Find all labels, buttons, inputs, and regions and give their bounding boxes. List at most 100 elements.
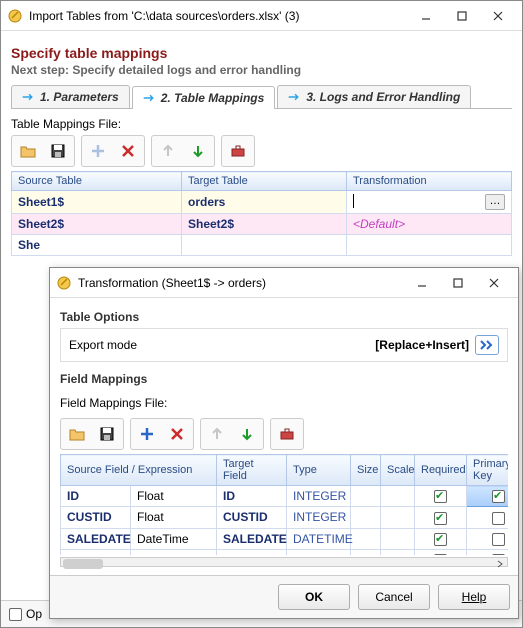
cell-src[interactable]: CUSTID (61, 507, 131, 528)
minimize-button[interactable] (408, 4, 444, 28)
options-checkbox[interactable] (9, 608, 22, 621)
col-type[interactable]: Type (287, 455, 351, 486)
move-down-button[interactable] (233, 421, 261, 447)
table-row[interactable]: She (12, 235, 512, 256)
table-row[interactable]: IDFloatIDINTEGER (61, 486, 509, 507)
cell-type[interactable]: INTEGER (287, 486, 351, 507)
cell-tgt[interactable]: TOTALSUM (217, 549, 287, 555)
col-primary-key[interactable]: Primary Key (467, 455, 509, 486)
tab-parameters[interactable]: 1. Parameters (11, 85, 130, 108)
cell-src[interactable]: ID (61, 486, 131, 507)
checkbox[interactable] (434, 554, 447, 555)
cell-scale[interactable] (381, 528, 415, 549)
cell-size[interactable] (351, 486, 381, 507)
open-file-button[interactable] (14, 138, 42, 164)
cell-tgt[interactable]: SALEDATE (217, 528, 287, 549)
cell-pk[interactable] (467, 549, 509, 555)
cell-pk[interactable] (467, 528, 509, 549)
checkbox[interactable] (492, 554, 505, 555)
cell-target[interactable] (182, 235, 347, 256)
table-row[interactable]: SALEDATEDateTimeSALEDATEDATETIME (61, 528, 509, 549)
scroll-right-icon[interactable] (493, 558, 507, 570)
cell-srctype[interactable]: Float (131, 549, 217, 555)
cell-type[interactable]: FLOAT (287, 549, 351, 555)
export-mode-more-button[interactable] (475, 335, 499, 355)
cell-type[interactable]: INTEGER (287, 507, 351, 528)
checkbox[interactable] (434, 490, 447, 503)
cell-transform-editing[interactable]: … (347, 191, 512, 214)
col-source-table[interactable]: Source Table (12, 172, 182, 191)
cell-scale[interactable] (381, 486, 415, 507)
cell-size[interactable] (351, 549, 381, 555)
col-required[interactable]: Required (415, 455, 467, 486)
cancel-button[interactable]: Cancel (358, 584, 430, 610)
cell-required[interactable] (415, 507, 467, 528)
maximize-button[interactable] (444, 4, 480, 28)
ok-button[interactable]: OK (278, 584, 350, 610)
add-row-button[interactable] (84, 138, 112, 164)
col-target-field[interactable]: Target Field (217, 455, 287, 486)
cell-tgt[interactable]: CUSTID (217, 507, 287, 528)
horizontal-scrollbar[interactable] (60, 557, 508, 567)
save-file-button[interactable] (44, 138, 72, 164)
transform-ellipsis-button[interactable]: … (485, 194, 505, 210)
delete-row-button[interactable] (163, 421, 191, 447)
checkbox[interactable] (492, 533, 505, 546)
cell-scale[interactable] (381, 549, 415, 555)
col-target-table[interactable]: Target Table (182, 172, 347, 191)
move-up-button[interactable] (154, 138, 182, 164)
table-row[interactable]: CUSTIDFloatCUSTIDINTEGER (61, 507, 509, 528)
cell-transform[interactable]: <Default> (347, 214, 512, 235)
move-down-button[interactable] (184, 138, 212, 164)
help-button[interactable]: Help (438, 584, 510, 610)
cell-target[interactable]: orders (182, 191, 347, 214)
move-up-button[interactable] (203, 421, 231, 447)
cell-scale[interactable] (381, 507, 415, 528)
cell-pk[interactable] (467, 486, 509, 507)
col-size[interactable]: Size (351, 455, 381, 486)
maximize-button[interactable] (440, 271, 476, 295)
minimize-button[interactable] (404, 271, 440, 295)
cell-source[interactable]: Sheet1$ (12, 191, 182, 214)
cell-size[interactable] (351, 528, 381, 549)
tab-logs[interactable]: 3. Logs and Error Handling (277, 85, 471, 108)
cell-source[interactable]: She (12, 235, 182, 256)
col-transformation[interactable]: Transformation (347, 172, 512, 191)
col-source-field[interactable]: Source Field / Expression (61, 455, 217, 486)
cell-type[interactable]: DATETIME (287, 528, 351, 549)
close-button[interactable] (476, 271, 512, 295)
tools-button[interactable] (273, 421, 301, 447)
table-row[interactable]: Sheet2$ Sheet2$ <Default> (12, 214, 512, 235)
checkbox[interactable] (434, 533, 447, 546)
field-mappings-grid[interactable]: Source Field / Expression Target Field T… (60, 454, 508, 555)
cell-src[interactable]: TOTALSUM (61, 549, 131, 555)
cell-required[interactable] (415, 528, 467, 549)
table-row[interactable]: Sheet1$ orders … (12, 191, 512, 214)
cell-required[interactable] (415, 486, 467, 507)
open-file-button[interactable] (63, 421, 91, 447)
cell-src[interactable]: SALEDATE (61, 528, 131, 549)
checkbox[interactable] (434, 512, 447, 525)
scrollbar-thumb[interactable] (63, 559, 103, 569)
cell-source[interactable]: Sheet2$ (12, 214, 182, 235)
cell-target[interactable]: Sheet2$ (182, 214, 347, 235)
close-button[interactable] (480, 4, 516, 28)
add-row-button[interactable] (133, 421, 161, 447)
cell-size[interactable] (351, 507, 381, 528)
col-scale[interactable]: Scale (381, 455, 415, 486)
tools-button[interactable] (224, 138, 252, 164)
tab-table-mappings[interactable]: 2. Table Mappings (132, 86, 276, 109)
cell-required[interactable] (415, 549, 467, 555)
cell-pk[interactable] (467, 507, 509, 528)
cell-srctype[interactable]: Float (131, 507, 217, 528)
checkbox[interactable] (492, 490, 505, 503)
checkbox[interactable] (492, 512, 505, 525)
delete-row-button[interactable] (114, 138, 142, 164)
cell-transform[interactable] (347, 235, 512, 256)
mappings-grid[interactable]: Source Table Target Table Transformation… (11, 171, 512, 256)
save-file-button[interactable] (93, 421, 121, 447)
cell-srctype[interactable]: Float (131, 486, 217, 507)
table-row[interactable]: TOTALSUMFloatTOTALSUMFLOAT (61, 549, 509, 555)
cell-tgt[interactable]: ID (217, 486, 287, 507)
cell-srctype[interactable]: DateTime (131, 528, 217, 549)
